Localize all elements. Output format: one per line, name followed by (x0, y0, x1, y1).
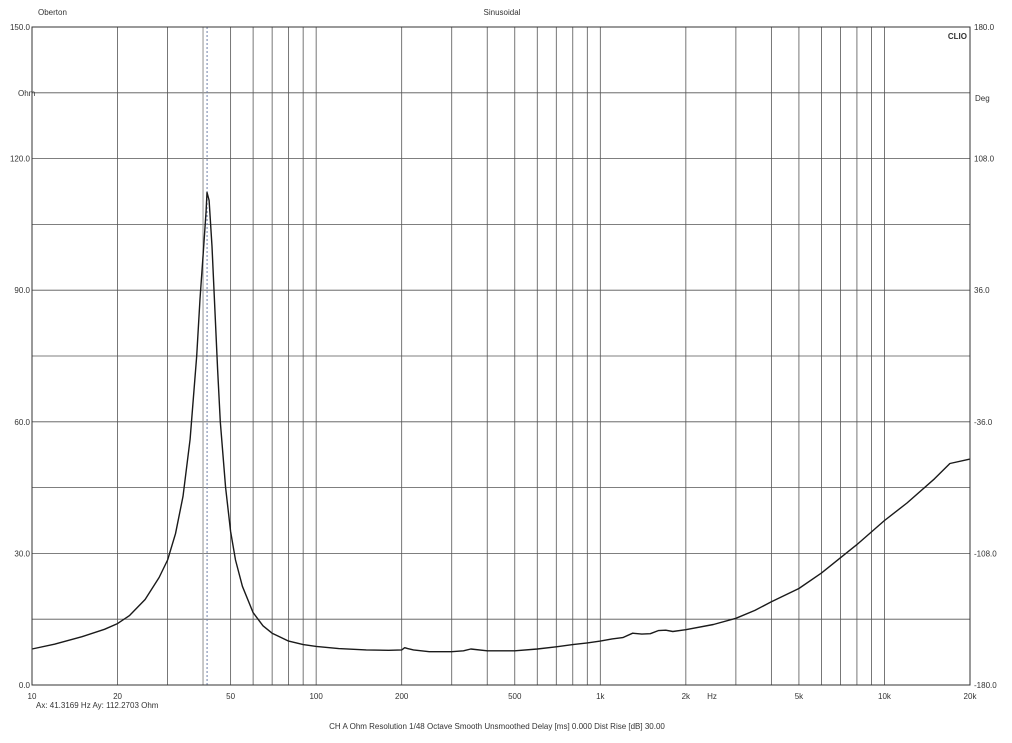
x-tick-label: 50 (226, 692, 235, 701)
x-unit-label: Hz (707, 692, 717, 701)
y-tick-label: 150.0 (10, 23, 31, 32)
y-tick-label: 0.0 (19, 681, 31, 690)
footer-settings: CH A Ohm Resolution 1/48 Octave Smooth U… (329, 722, 665, 731)
x-tick-label: 20k (964, 692, 978, 701)
x-tick-label: 1k (596, 692, 605, 701)
y2-unit-label: Deg (975, 94, 990, 103)
brand-label: CLIO (948, 32, 967, 41)
x-tick-label: 20 (113, 692, 122, 701)
chart-title: Sinusoidal (484, 8, 521, 17)
header-left-label: Oberton (38, 8, 67, 17)
cursor-readout: Ax: 41.3169 Hz Ay: 112.2703 Ohm (36, 701, 159, 710)
y-axis-left: 0.0 30.0 60.0 90.0 120.0 150.0 (10, 23, 31, 690)
y-tick-label: 90.0 (14, 286, 30, 295)
y2-tick-label: -36.0 (974, 418, 993, 427)
x-axis: 10 20 50 100 200 500 1k 2k 5k 10k 20k (28, 692, 978, 701)
y2-tick-label: 36.0 (974, 286, 990, 295)
plot-frame (31, 26, 971, 686)
y2-tick-label: 108.0 (974, 155, 995, 164)
y2-tick-label: -180.0 (974, 681, 997, 690)
x-tick-label: 500 (508, 692, 522, 701)
x-tick-label: 10 (28, 692, 37, 701)
y-unit-label: Ohm (18, 89, 36, 98)
x-tick-label: 10k (878, 692, 892, 701)
grid-lines (31, 26, 971, 686)
y-tick-label: 60.0 (14, 418, 30, 427)
x-tick-label: 5k (795, 692, 804, 701)
series-group (31, 191, 971, 653)
y-tick-label: 30.0 (14, 549, 30, 558)
y-axis-right: -180.0 -108.0 -36.0 36.0 108.0 180.0 (974, 23, 997, 690)
x-tick-label: 2k (682, 692, 691, 701)
series-line-impedance (31, 191, 971, 653)
y2-tick-label: 180.0 (974, 23, 995, 32)
y2-tick-label: -108.0 (974, 549, 997, 558)
x-tick-label: 200 (395, 692, 409, 701)
x-tick-label: 100 (309, 692, 323, 701)
y-tick-label: 120.0 (10, 155, 31, 164)
